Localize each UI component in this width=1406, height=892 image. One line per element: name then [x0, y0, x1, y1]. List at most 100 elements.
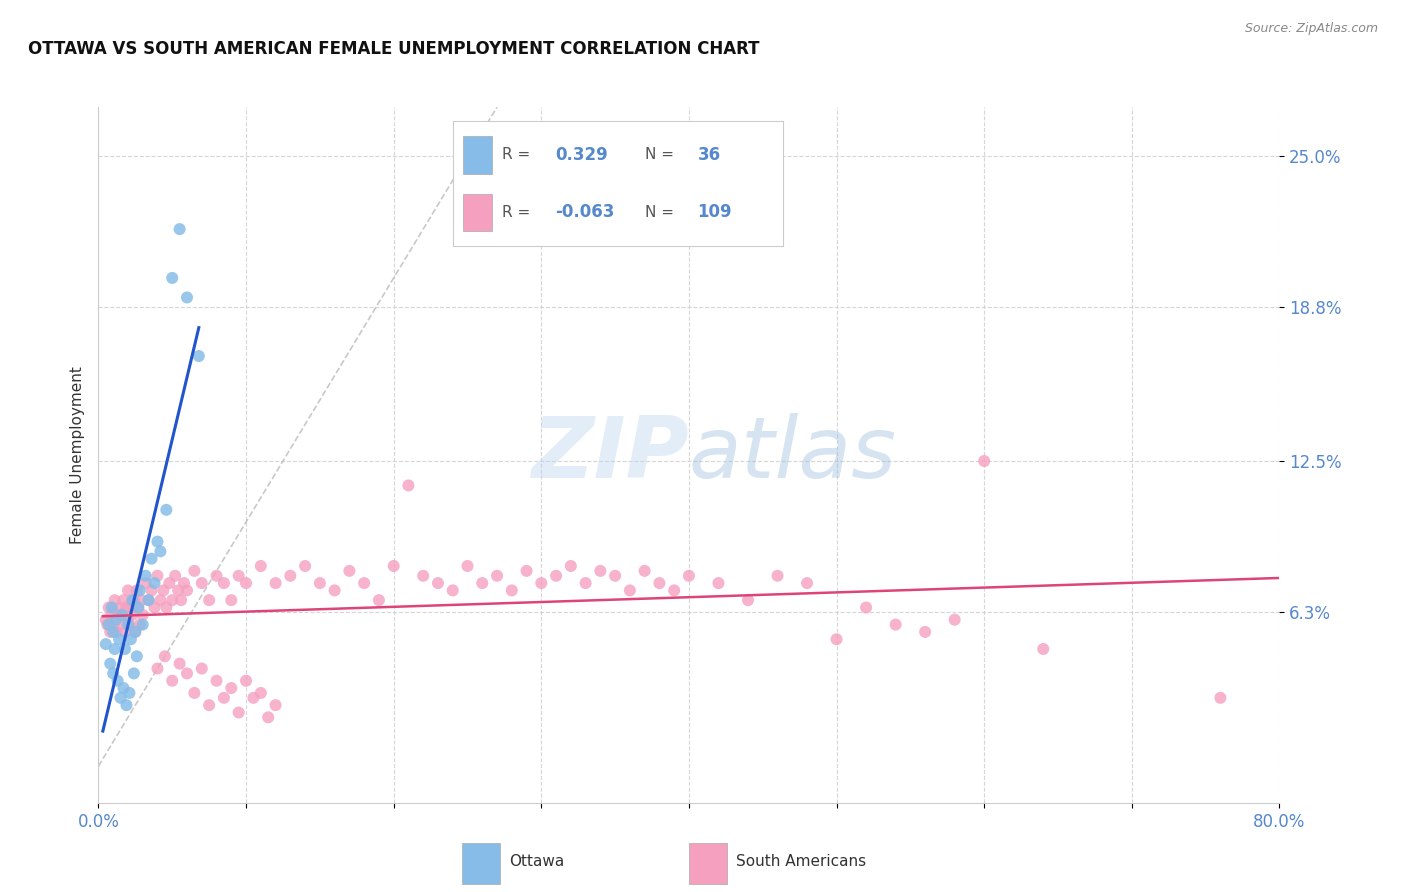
Ottawa — [117, 617, 139, 632]
South Americans — [135, 576, 157, 591]
South Americans — [152, 583, 174, 598]
South Americans — [516, 564, 538, 578]
South Americans — [191, 576, 214, 591]
Ottawa — [132, 617, 155, 632]
South Americans — [605, 568, 627, 582]
South Americans — [242, 690, 264, 705]
South Americans — [169, 657, 191, 671]
Ottawa — [122, 666, 145, 681]
South Americans — [884, 617, 907, 632]
South Americans — [121, 607, 143, 622]
South Americans — [678, 568, 700, 582]
South Americans — [120, 600, 142, 615]
South Americans — [191, 661, 214, 675]
South Americans — [105, 624, 128, 639]
Text: OTTAWA VS SOUTH AMERICAN FEMALE UNEMPLOYMENT CORRELATION CHART: OTTAWA VS SOUTH AMERICAN FEMALE UNEMPLOY… — [28, 40, 759, 58]
Ottawa — [107, 673, 129, 688]
Ottawa — [103, 624, 125, 639]
South Americans — [124, 624, 146, 639]
South Americans — [707, 576, 730, 591]
South Americans — [250, 686, 273, 700]
South Americans — [339, 564, 361, 578]
Ottawa — [141, 551, 163, 566]
Ottawa — [146, 534, 169, 549]
South Americans — [228, 706, 250, 720]
South Americans — [855, 600, 877, 615]
Text: atlas: atlas — [689, 413, 897, 497]
South Americans — [205, 673, 228, 688]
Ottawa — [187, 349, 209, 363]
South Americans — [323, 583, 346, 598]
South Americans — [149, 593, 172, 607]
South Americans — [127, 600, 149, 615]
Ottawa — [98, 657, 121, 671]
Ottawa — [135, 568, 157, 582]
South Americans — [103, 617, 125, 632]
South Americans — [176, 666, 198, 681]
South Americans — [132, 607, 155, 622]
Ottawa — [120, 632, 142, 647]
South Americans — [1032, 642, 1054, 657]
South Americans — [155, 600, 177, 615]
South Americans — [146, 661, 169, 675]
South Americans — [173, 576, 195, 591]
South Americans — [118, 617, 141, 632]
South Americans — [257, 710, 280, 724]
South Americans — [737, 593, 759, 607]
Ottawa — [112, 681, 135, 695]
South Americans — [183, 564, 205, 578]
South Americans — [264, 698, 287, 713]
South Americans — [457, 559, 479, 574]
South Americans — [382, 559, 405, 574]
South Americans — [96, 617, 118, 632]
South Americans — [122, 593, 145, 607]
South Americans — [228, 568, 250, 582]
South Americans — [294, 559, 316, 574]
South Americans — [94, 613, 117, 627]
Ottawa — [128, 583, 150, 598]
South Americans — [162, 593, 183, 607]
South Americans — [117, 613, 139, 627]
Ottawa — [105, 613, 128, 627]
South Americans — [111, 607, 134, 622]
Ottawa — [114, 642, 136, 657]
South Americans — [110, 617, 132, 632]
Ottawa — [149, 544, 172, 558]
South Americans — [153, 649, 176, 664]
Ottawa — [127, 600, 149, 615]
South Americans — [648, 576, 671, 591]
South Americans — [183, 686, 205, 700]
South Americans — [212, 690, 235, 705]
Ottawa — [115, 698, 138, 713]
South Americans — [221, 593, 243, 607]
South Americans — [501, 583, 523, 598]
Text: ZIP: ZIP — [531, 413, 689, 497]
South Americans — [250, 559, 273, 574]
South Americans — [104, 593, 127, 607]
Ottawa — [169, 222, 191, 236]
South Americans — [353, 576, 375, 591]
South Americans — [427, 576, 450, 591]
South Americans — [167, 583, 190, 598]
South Americans — [198, 593, 221, 607]
South Americans — [98, 624, 121, 639]
South Americans — [129, 593, 152, 607]
South Americans — [973, 454, 995, 468]
Ottawa — [162, 271, 183, 285]
South Americans — [157, 576, 180, 591]
South Americans — [796, 576, 818, 591]
South Americans — [914, 624, 936, 639]
South Americans — [176, 583, 198, 598]
South Americans — [664, 583, 686, 598]
South Americans — [165, 568, 187, 582]
South Americans — [170, 593, 193, 607]
South Americans — [264, 576, 287, 591]
Ottawa — [155, 503, 177, 517]
South Americans — [143, 600, 166, 615]
South Americans — [146, 568, 169, 582]
South Americans — [398, 478, 420, 492]
South Americans — [1209, 690, 1232, 705]
South Americans — [162, 673, 183, 688]
South Americans — [112, 593, 135, 607]
South Americans — [309, 576, 332, 591]
